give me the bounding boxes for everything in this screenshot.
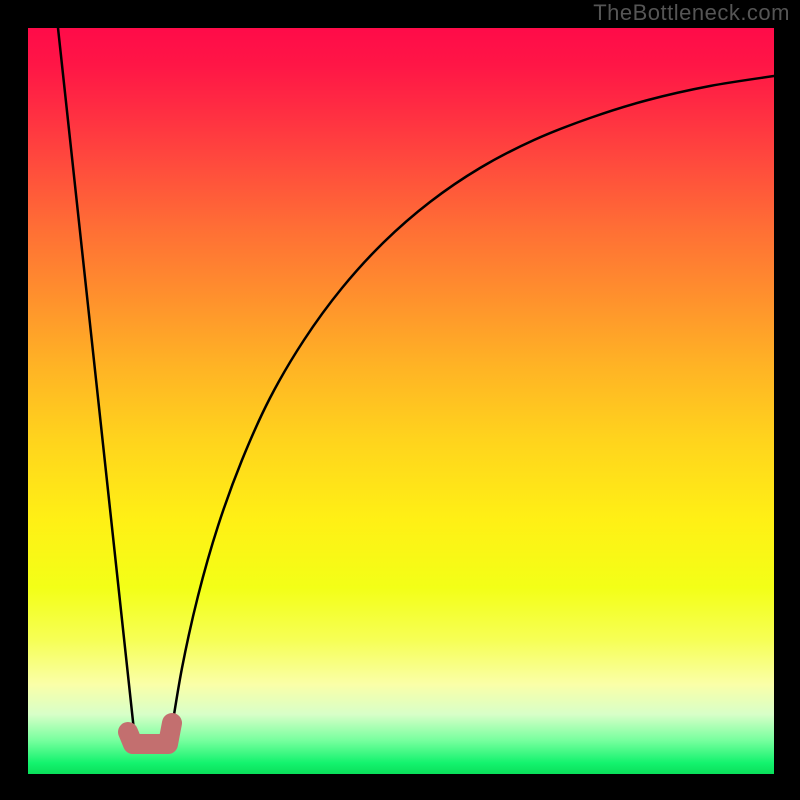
plot-background	[28, 28, 774, 774]
chart-viewport: TheBottleneck.com	[0, 0, 800, 800]
bottleneck-chart	[0, 0, 800, 800]
watermark-text: TheBottleneck.com	[593, 0, 790, 26]
